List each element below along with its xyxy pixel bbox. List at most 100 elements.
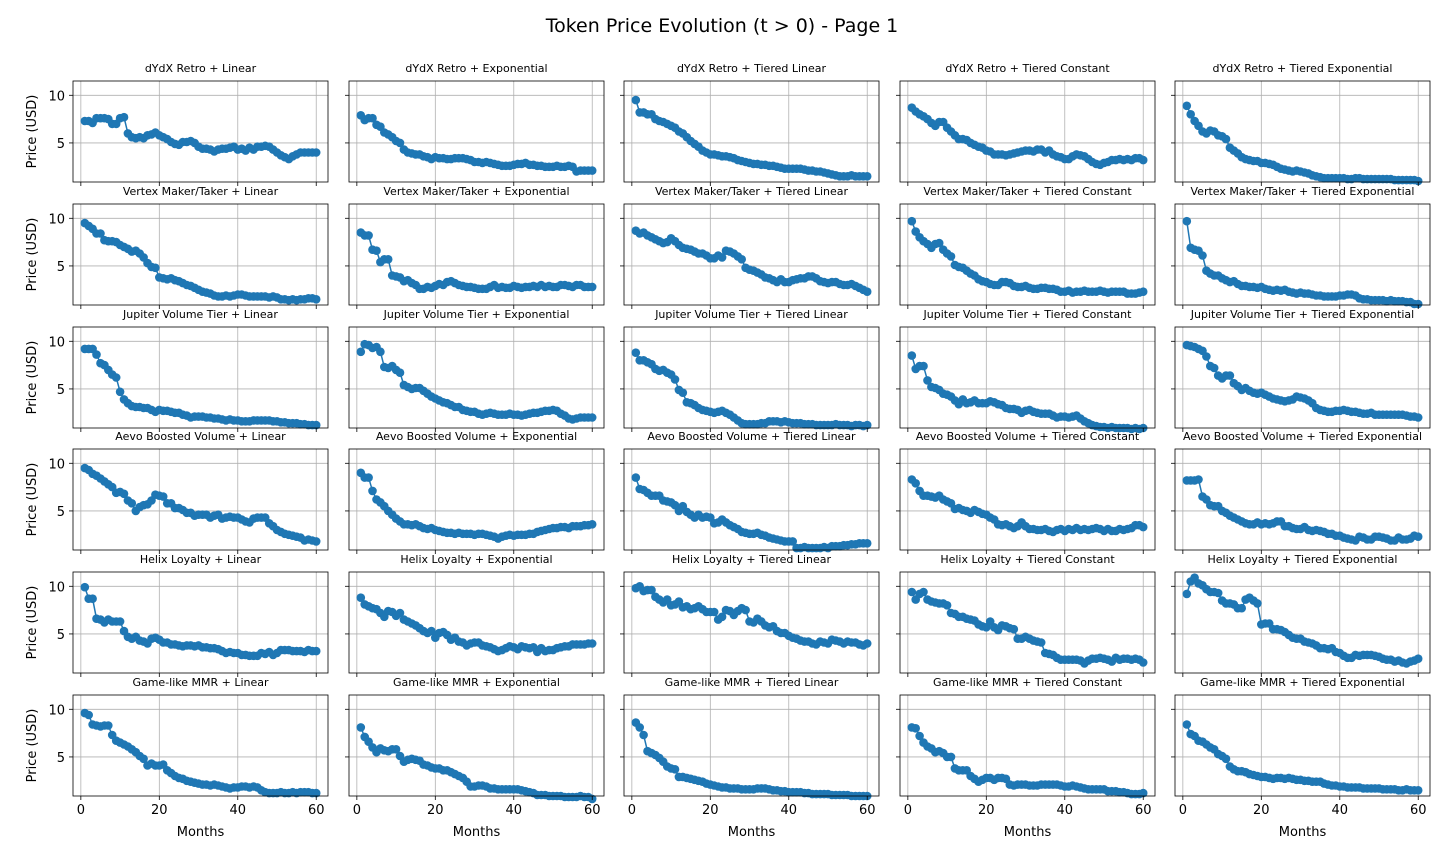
data-point xyxy=(946,752,956,762)
x-axis-label: Months xyxy=(728,825,776,840)
data-point xyxy=(934,238,944,248)
subplot-title: Vertex Maker/Taker + Tiered Linear xyxy=(655,185,849,198)
data-point xyxy=(862,420,872,430)
x-tick-label: 0 xyxy=(628,803,636,818)
subplot-2: dYdX Retro + Exponential xyxy=(345,62,605,186)
subplot-25: Helix Loyalty + Tiered Exponential xyxy=(1171,553,1431,677)
series-line xyxy=(635,352,868,427)
data-point xyxy=(862,287,872,297)
axes-frame xyxy=(899,80,1156,183)
subplot-8: Vertex Maker/Taker + Tiered Linear xyxy=(620,185,880,309)
data-point xyxy=(647,585,656,595)
axes-frame xyxy=(623,694,880,797)
axes-frame xyxy=(899,203,1156,306)
x-tick-label: 40 xyxy=(229,803,246,818)
data-point xyxy=(1138,788,1148,798)
data-point xyxy=(942,601,952,610)
subplot-12: Jupiter Volume Tier + Exponential xyxy=(345,308,605,432)
data-point xyxy=(395,608,405,618)
data-point xyxy=(80,582,90,592)
x-tick-label: 20 xyxy=(427,803,444,818)
subplot-11: 5 10 Jupiter Volume Tier + Linear Price (US… xyxy=(25,308,329,432)
y-tick-label: 10 xyxy=(48,212,65,227)
subplot-title: Aevo Boosted Volume + Linear xyxy=(115,430,286,443)
data-point xyxy=(1182,101,1192,111)
axes-frame xyxy=(623,80,880,183)
subplot-21: 5 10 Helix Loyalty + Linear Price (USD) xyxy=(25,553,329,677)
subplot-title: dYdX Retro + Tiered Linear xyxy=(677,62,827,75)
y-tick-label: 10 xyxy=(48,703,65,718)
data-point xyxy=(311,788,321,798)
subplot-title: Helix Loyalty + Exponential xyxy=(400,553,552,566)
data-point xyxy=(1413,299,1423,309)
data-point xyxy=(737,254,746,264)
subplot-3: dYdX Retro + Tiered Linear xyxy=(620,62,880,186)
data-point xyxy=(741,605,750,615)
axes-frame xyxy=(72,203,329,306)
data-point xyxy=(1198,251,1207,260)
data-point xyxy=(717,253,727,262)
data-point xyxy=(587,639,597,648)
data-point xyxy=(635,723,644,732)
data-point xyxy=(1182,216,1192,226)
data-point xyxy=(717,612,727,622)
data-point xyxy=(364,473,373,482)
data-point xyxy=(670,765,680,774)
x-tick-label: 20 xyxy=(978,803,995,818)
subplot-28: 0 20 40 60 Game-like MMR + Tiered Linear Mont… xyxy=(620,676,880,840)
axes-frame xyxy=(348,571,605,674)
subplot-title: Game-like MMR + Linear xyxy=(132,676,269,689)
data-point xyxy=(1213,588,1223,598)
data-point xyxy=(1138,658,1148,667)
subplot-title: Game-like MMR + Tiered Linear xyxy=(665,676,839,689)
data-point xyxy=(1413,176,1423,186)
axes-frame xyxy=(623,448,880,551)
data-point xyxy=(1186,110,1195,119)
subplot-24: Helix Loyalty + Tiered Constant xyxy=(896,553,1156,677)
subplot-title: Aevo Boosted Volume + Tiered Constant xyxy=(916,430,1140,443)
data-point xyxy=(907,216,917,226)
x-axis-label: Months xyxy=(1279,825,1327,840)
data-point xyxy=(1253,599,1262,608)
data-point xyxy=(84,710,93,720)
data-point xyxy=(92,350,101,359)
y-axis-label: Price (USD) xyxy=(25,586,40,660)
subplot-title: Jupiter Volume Tier + Tiered Linear xyxy=(654,308,848,321)
data-point xyxy=(1182,589,1192,599)
subplot-title: Jupiter Volume Tier + Tiered Exponential xyxy=(1190,308,1414,321)
subplot-title: Aevo Boosted Volume + Tiered Exponential xyxy=(1183,430,1422,443)
x-tick-label: 60 xyxy=(1135,803,1152,818)
axes-frame xyxy=(348,448,605,551)
data-point xyxy=(158,492,168,501)
y-tick-label: 5 xyxy=(57,137,65,152)
data-point xyxy=(946,252,956,261)
x-tick-label: 20 xyxy=(702,803,719,818)
data-point xyxy=(911,479,920,488)
data-point xyxy=(639,730,648,740)
data-point xyxy=(96,229,105,238)
x-tick-label: 0 xyxy=(904,803,912,818)
axes-frame xyxy=(1174,571,1431,674)
data-point xyxy=(119,489,129,499)
data-point xyxy=(311,295,321,304)
data-point xyxy=(587,520,597,529)
subplot-title: Vertex Maker/Taker + Linear xyxy=(123,185,279,198)
data-point xyxy=(395,138,405,148)
data-point xyxy=(376,347,385,357)
data-point xyxy=(631,95,641,105)
data-point xyxy=(911,724,920,733)
subplot-6: 5 10 Vertex Maker/Taker + Linear Price (USD… xyxy=(25,185,329,309)
data-point xyxy=(1413,654,1423,663)
data-point xyxy=(427,626,436,636)
x-tick-label: 20 xyxy=(1253,803,1270,818)
subplot-title: dYdX Retro + Tiered Constant xyxy=(945,62,1110,75)
subplot-title: Jupiter Volume Tier + Exponential xyxy=(383,308,570,321)
axes-frame xyxy=(623,326,880,429)
x-axis-label: Months xyxy=(177,825,225,840)
axes-frame xyxy=(623,203,880,306)
axes-frame xyxy=(623,571,880,674)
x-tick-label: 0 xyxy=(353,803,361,818)
y-tick-label: 5 xyxy=(57,383,65,398)
subplot-22: Helix Loyalty + Exponential xyxy=(345,553,605,677)
